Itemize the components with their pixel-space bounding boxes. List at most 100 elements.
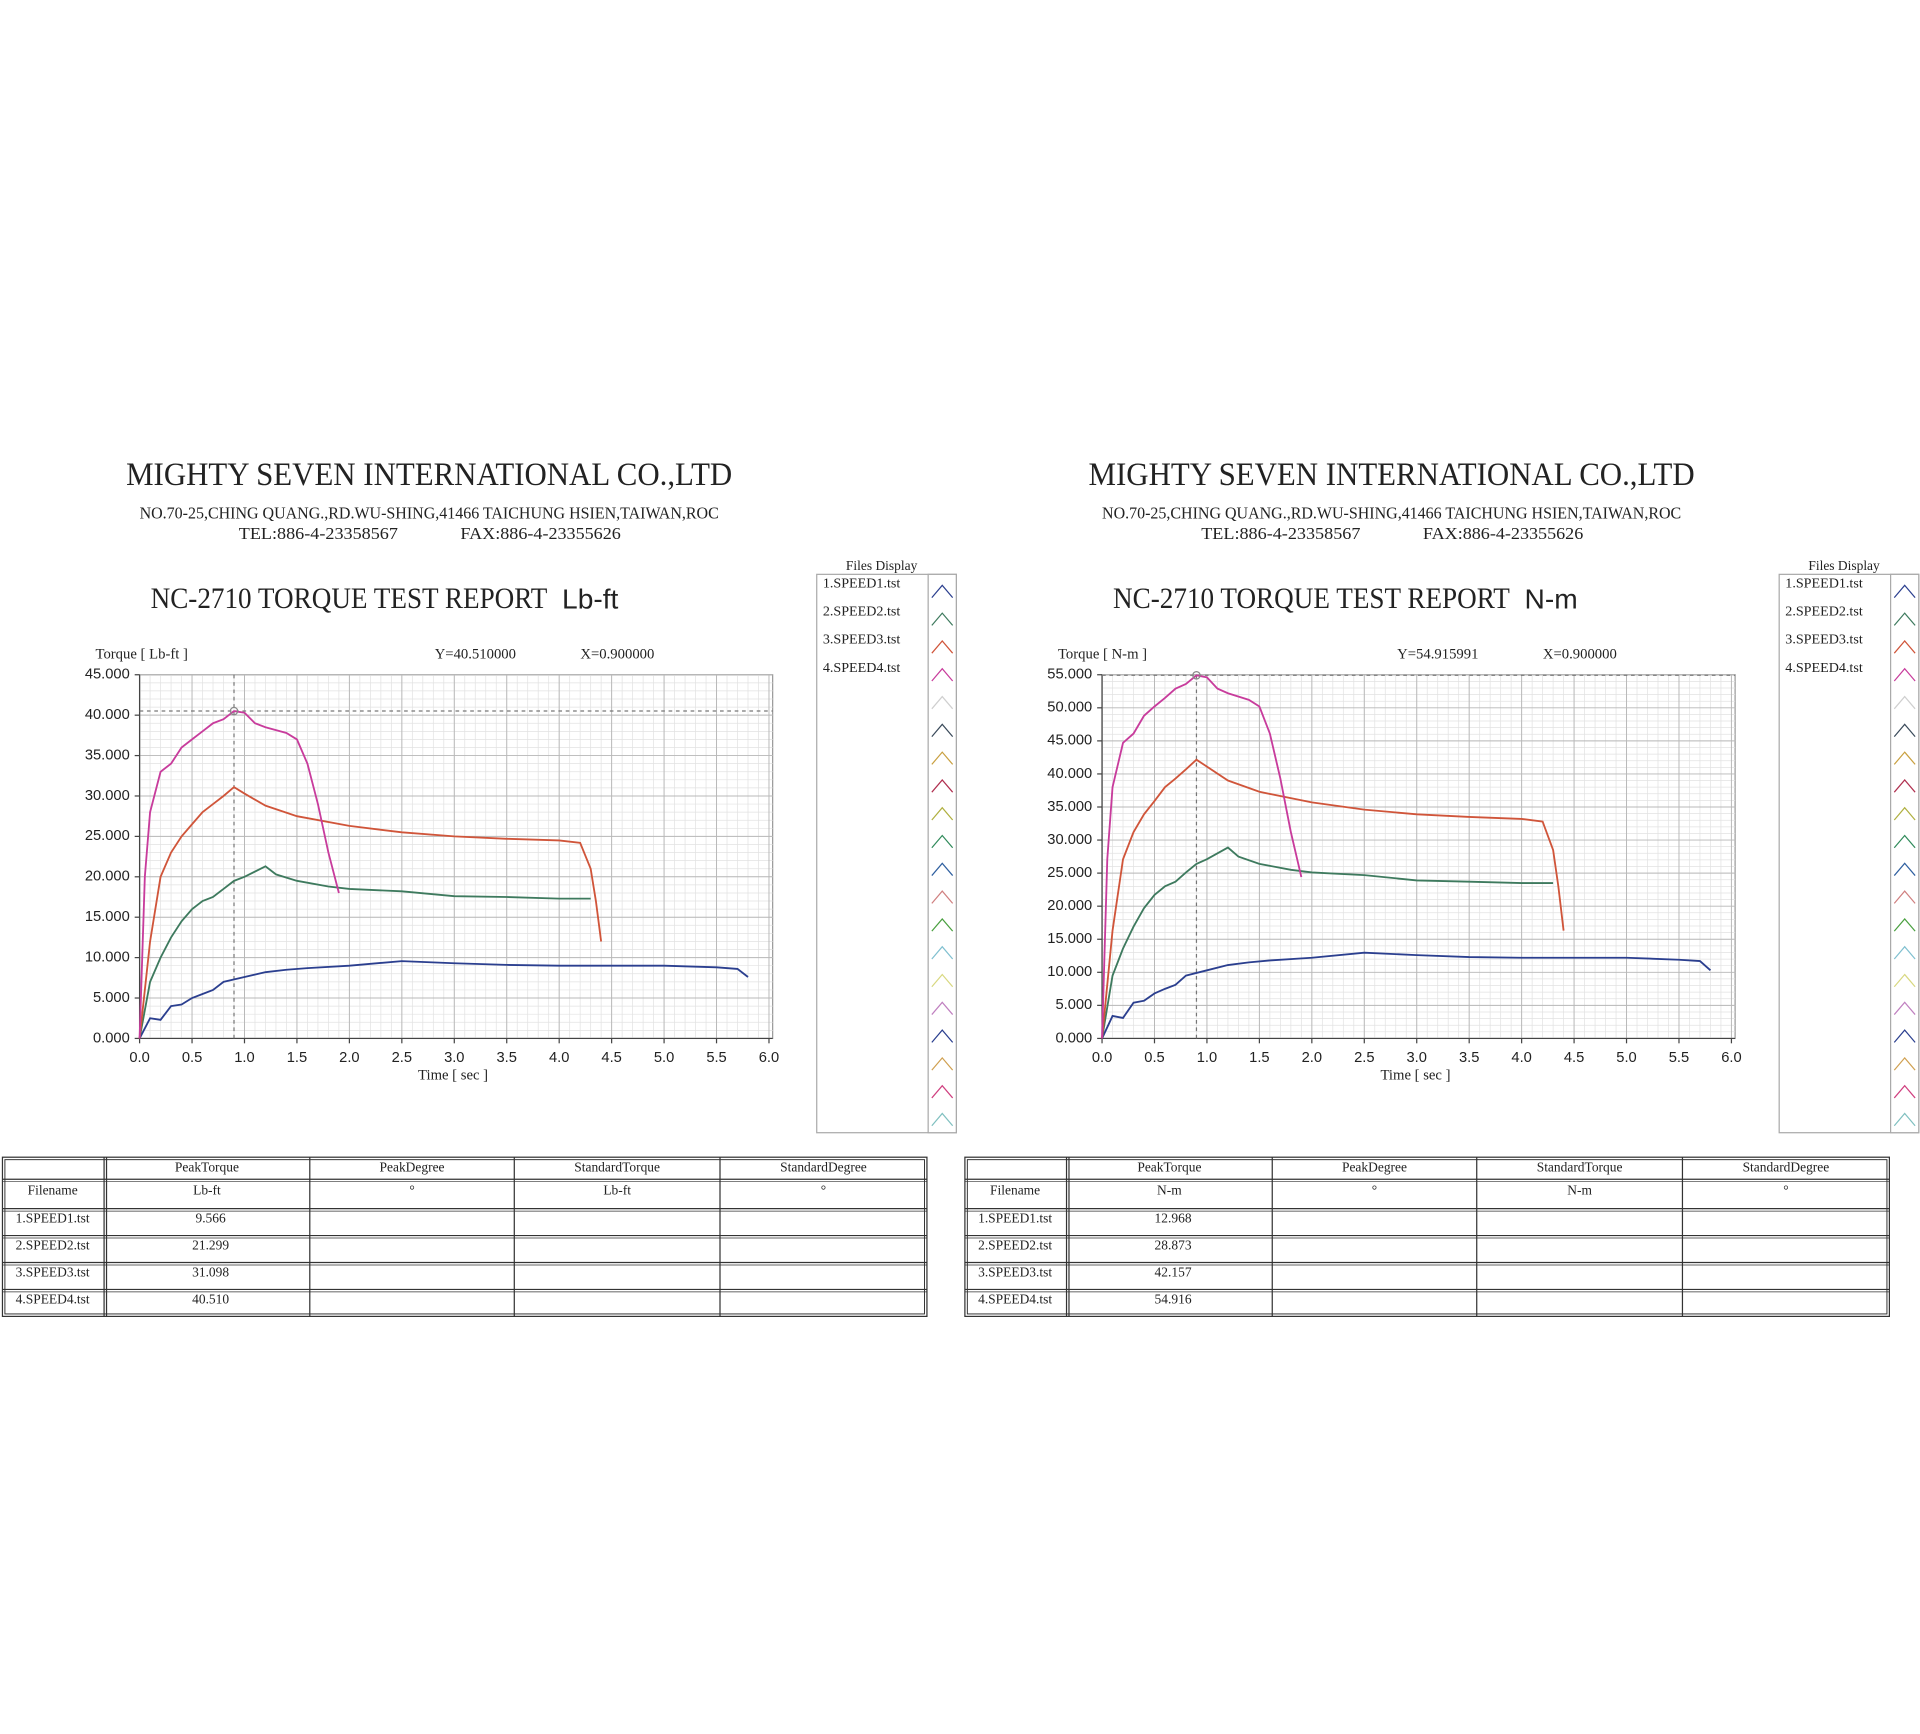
x-tick-label: 3.5 — [1459, 1050, 1479, 1066]
legend-icon-column — [1890, 573, 1920, 1134]
legend-icon — [1893, 667, 1916, 682]
legend-icon — [931, 584, 954, 599]
legend-icon — [1893, 612, 1916, 626]
series-line — [138, 710, 340, 1039]
table-header: StandardDegree — [780, 1159, 867, 1174]
company-fax: FAX:886-4-23355626 — [1423, 524, 1584, 543]
table-header: PeakDegree — [1342, 1159, 1407, 1174]
legend-icon — [931, 667, 954, 682]
x-tick-label: 5.5 — [706, 1050, 726, 1066]
cursor-y-label: Y=54.915991 — [1397, 647, 1478, 663]
legend-icon — [931, 917, 954, 932]
x-axis-label: Time [ sec ] — [1380, 1068, 1450, 1084]
legend-icon — [1893, 1056, 1916, 1071]
series-line — [1101, 674, 1303, 1039]
y-tick-label: 0.000 — [1055, 1030, 1092, 1046]
x-tick-label: 3.0 — [1407, 1050, 1427, 1066]
legend-icon — [931, 1112, 954, 1127]
x-tick-label: 2.5 — [392, 1050, 412, 1066]
series-line — [1101, 951, 1712, 1039]
legend-entry: 3.SPEED3.tst — [823, 632, 901, 648]
y-tick-label: 50.000 — [1047, 700, 1092, 716]
x-tick-label: 1.5 — [287, 1050, 307, 1066]
x-tick-label: 0.5 — [1144, 1050, 1164, 1066]
company-tel: TEL:886-4-23358567 — [239, 524, 399, 543]
company-tel: TEL:886-4-23358567 — [1201, 524, 1361, 543]
x-tick-label: 1.5 — [1249, 1050, 1269, 1066]
x-tick-label: 0.0 — [129, 1050, 149, 1066]
table-unit: Lb-ft — [603, 1183, 631, 1198]
legend-icon-column — [927, 573, 957, 1134]
table-filename: 1.SPEED1.tst — [16, 1211, 90, 1226]
chart-title-unit: Lb-ft — [562, 584, 619, 615]
y-tick-label: 30.000 — [1047, 832, 1092, 848]
legend-icon — [1893, 945, 1916, 960]
y-tick-label: 0.000 — [93, 1030, 130, 1046]
x-tick-label: 2.0 — [339, 1050, 359, 1066]
report-panel: MIGHTY SEVEN INTERNATIONAL CO.,LTD NO.70-… — [1, 457, 957, 1317]
company-name: MIGHTY SEVEN INTERNATIONAL CO.,LTD — [126, 457, 732, 493]
legend-icon — [1893, 723, 1916, 737]
table-unit: N-m — [1157, 1183, 1182, 1198]
company-address: NO.70-25,CHING QUANG.,RD.WU-SHING,41466 … — [140, 503, 719, 522]
legend-icon — [931, 778, 954, 793]
chart-title: NC-2710 TORQUE TEST REPORT — [1113, 583, 1510, 615]
legend-icon — [1893, 1084, 1916, 1099]
chart-title-unit: N-m — [1524, 584, 1577, 615]
table-peak-torque: 54.916 — [1155, 1292, 1192, 1307]
table-filename: 2.SPEED2.tst — [16, 1238, 90, 1253]
plot-area — [138, 674, 774, 1040]
cursor-x-label: X=0.900000 — [1543, 647, 1617, 663]
legend-icon — [931, 1056, 954, 1071]
y-tick-label: 35.000 — [1047, 799, 1092, 815]
table-peak-torque: 40.510 — [192, 1292, 229, 1307]
legend-icon — [931, 1084, 954, 1099]
cursor-point — [1192, 671, 1201, 680]
table-peak-torque: 42.157 — [1155, 1265, 1192, 1280]
legend-icon — [931, 890, 954, 904]
legend-icon — [931, 612, 954, 626]
table-border-inner — [966, 1159, 1888, 1315]
company-name: MIGHTY SEVEN INTERNATIONAL CO.,LTD — [1089, 457, 1695, 493]
legend-icon — [931, 1001, 954, 1015]
table-border-inner — [4, 1159, 925, 1315]
y-tick-label: 40.000 — [1047, 766, 1092, 782]
table-header: PeakTorque — [1137, 1159, 1201, 1174]
series-line — [138, 785, 603, 1039]
table-border — [964, 1156, 1890, 1317]
table-header: PeakTorque — [175, 1159, 239, 1174]
y-axis-label: Torque [ Lb-ft ] — [96, 647, 188, 663]
y-tick-label: 10.000 — [85, 949, 130, 965]
x-tick-label: 0.0 — [1092, 1050, 1112, 1066]
table-filename: 1.SPEED1.tst — [978, 1211, 1052, 1226]
x-tick-label: 2.5 — [1354, 1050, 1374, 1066]
y-tick-label: 15.000 — [85, 909, 130, 925]
legend-icon — [931, 695, 954, 710]
legend-icon — [931, 862, 954, 876]
legend-icon — [931, 945, 954, 960]
y-tick-label: 10.000 — [1047, 964, 1092, 980]
legend-icon — [931, 751, 954, 765]
cursor-x-label: X=0.900000 — [580, 647, 654, 663]
y-tick-label: 25.000 — [85, 828, 130, 844]
x-tick-label: 5.5 — [1669, 1050, 1689, 1066]
chart-title: NC-2710 TORQUE TEST REPORT — [151, 583, 548, 615]
legend-icon — [1893, 640, 1916, 654]
x-tick-label: 3.5 — [497, 1050, 517, 1066]
legend-entry: 2.SPEED2.tst — [823, 604, 901, 620]
legend-entry: 2.SPEED2.tst — [1785, 604, 1863, 620]
table-header: StandardDegree — [1743, 1159, 1830, 1174]
table-peak-torque: 31.098 — [192, 1265, 229, 1280]
table-peak-torque: 9.566 — [195, 1211, 226, 1226]
cursor-point — [229, 706, 239, 716]
legend-icon — [1893, 1029, 1916, 1043]
table-peak-torque: 28.873 — [1155, 1238, 1192, 1253]
table-unit: ° — [821, 1183, 826, 1198]
report-panel: MIGHTY SEVEN INTERNATIONAL CO.,LTD NO.70-… — [964, 457, 1920, 1317]
plot-area — [1101, 674, 1736, 1040]
y-tick-label: 35.000 — [85, 747, 130, 763]
legend-entry: 1.SPEED1.tst — [823, 575, 901, 591]
x-tick-label: 1.0 — [234, 1050, 254, 1066]
table-unit: ° — [1372, 1183, 1377, 1198]
legend-icon — [1893, 917, 1916, 932]
